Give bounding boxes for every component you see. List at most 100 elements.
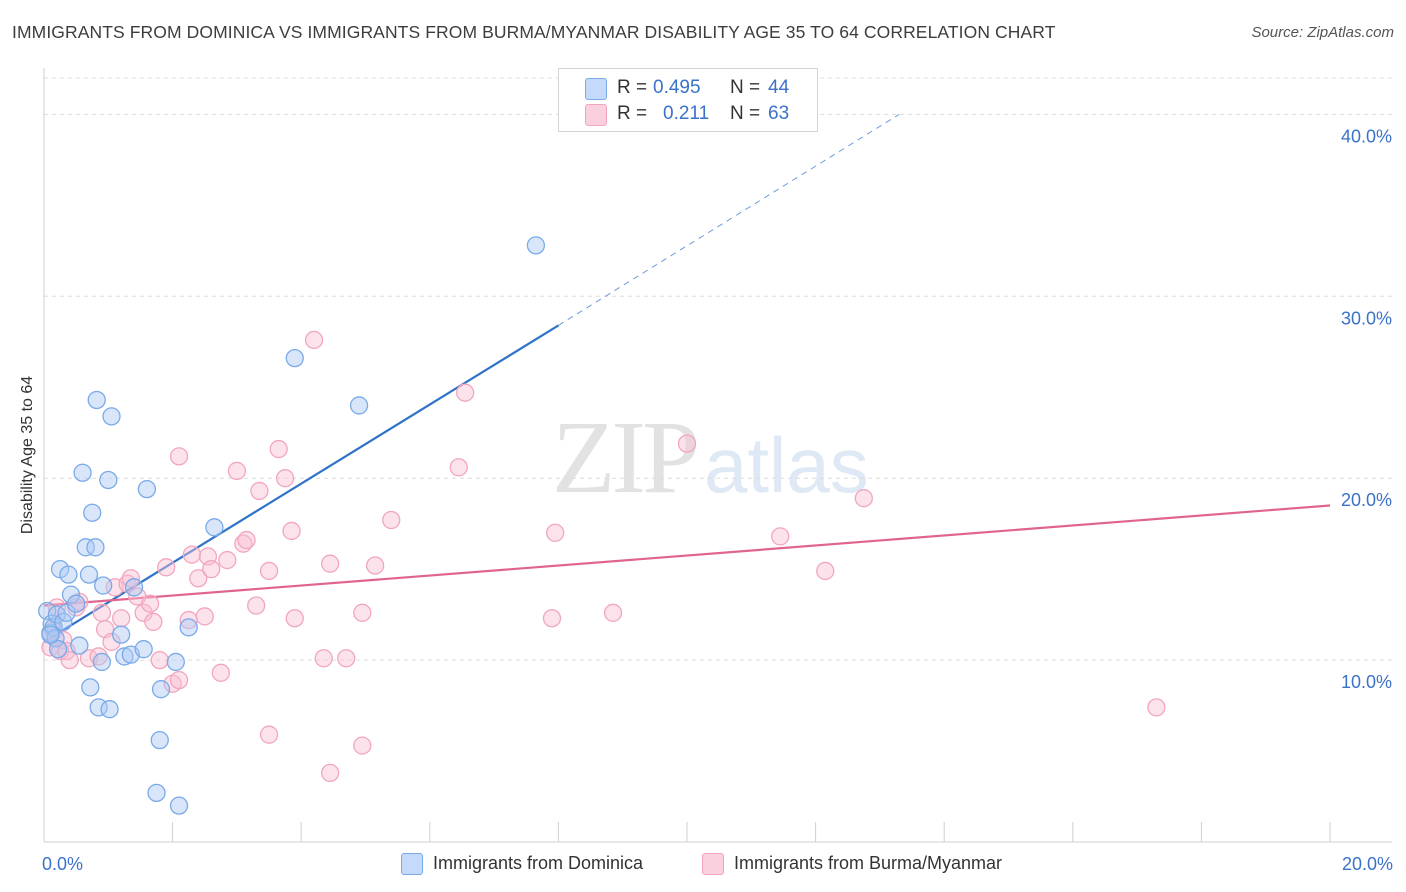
point-burma bbox=[816, 561, 835, 581]
point-burma bbox=[320, 554, 340, 573]
point-dominica bbox=[94, 576, 113, 595]
legend-n-label: N = bbox=[730, 77, 761, 98]
point-dominica bbox=[83, 503, 102, 522]
point-dominica bbox=[137, 479, 157, 499]
bottom-legend-label-burma: Immigrants from Burma/Myanmar bbox=[734, 853, 1003, 873]
point-burma bbox=[92, 603, 112, 622]
point-burma bbox=[854, 489, 873, 508]
x-tick-labels: 0.0% 20.0% bbox=[42, 854, 1393, 874]
point-dominica bbox=[349, 396, 369, 415]
x-tick-label: 0.0% bbox=[42, 854, 83, 874]
point-dominica bbox=[115, 647, 134, 666]
point-burma bbox=[157, 558, 176, 577]
point-burma bbox=[677, 434, 697, 453]
point-dominica bbox=[150, 730, 169, 750]
point-burma bbox=[1147, 698, 1166, 717]
point-dominica bbox=[61, 585, 81, 604]
point-burma bbox=[337, 649, 356, 668]
point-dominica bbox=[86, 538, 105, 557]
point-burma bbox=[382, 510, 401, 530]
point-dominica bbox=[87, 390, 106, 410]
point-dominica bbox=[48, 640, 68, 659]
point-dominica bbox=[67, 594, 86, 613]
point-dominica bbox=[124, 578, 144, 597]
y-tick-label: 30.0% bbox=[1341, 308, 1392, 328]
legend-r-label: R = bbox=[617, 103, 648, 124]
point-burma bbox=[169, 670, 189, 690]
point-burma bbox=[353, 603, 372, 622]
point-dominica bbox=[76, 538, 95, 557]
point-burma bbox=[285, 609, 304, 628]
point-burma bbox=[546, 523, 565, 542]
point-burma bbox=[218, 550, 237, 570]
regression-line-0 bbox=[43, 324, 559, 643]
bottom-legend-swatch-burma bbox=[702, 853, 724, 875]
bottom-legend-label-dominica: Immigrants from Dominica bbox=[433, 853, 644, 873]
point-dominica bbox=[134, 640, 153, 659]
point-dominica bbox=[41, 625, 60, 644]
point-burma bbox=[182, 545, 202, 564]
y-tick-label: 10.0% bbox=[1341, 672, 1392, 692]
point-burma bbox=[195, 607, 214, 626]
point-dominica bbox=[179, 618, 198, 637]
point-dominica bbox=[169, 796, 189, 815]
point-burma bbox=[269, 439, 288, 459]
point-dominica bbox=[102, 407, 121, 426]
point-burma bbox=[603, 603, 623, 622]
point-burma bbox=[227, 461, 247, 481]
point-burma bbox=[247, 596, 266, 615]
point-dominica bbox=[59, 565, 78, 584]
point-dominica bbox=[73, 463, 92, 482]
point-burma bbox=[144, 612, 163, 632]
legend-r-value: 0.211 bbox=[663, 103, 710, 124]
point-burma bbox=[102, 632, 121, 652]
point-dominica bbox=[100, 700, 119, 719]
point-burma bbox=[275, 469, 295, 488]
point-burma bbox=[449, 458, 468, 477]
legend-n-label: N = bbox=[730, 103, 761, 124]
point-burma bbox=[320, 763, 340, 783]
point-burma bbox=[211, 663, 230, 682]
point-burma bbox=[140, 594, 160, 613]
point-burma bbox=[202, 559, 221, 579]
point-burma bbox=[456, 383, 475, 402]
point-burma bbox=[169, 447, 189, 466]
legend-swatch-dominica bbox=[585, 78, 607, 100]
point-burma bbox=[112, 609, 131, 628]
point-dominica bbox=[57, 603, 76, 622]
point-burma bbox=[259, 725, 279, 744]
point-dominica bbox=[205, 518, 224, 537]
stats-legend: R = 0.495 N = 44 R = 0.211 N = 63 bbox=[558, 68, 818, 132]
point-dominica bbox=[526, 236, 546, 255]
point-dominica bbox=[81, 678, 100, 697]
point-burma bbox=[282, 521, 301, 541]
point-dominica bbox=[70, 636, 89, 655]
point-burma bbox=[353, 736, 372, 755]
legend-r-value: 0.495 bbox=[653, 77, 701, 98]
legend-r-label: R = bbox=[617, 77, 648, 98]
chart-title: IMMIGRANTS FROM DOMINICA VS IMMIGRANTS F… bbox=[12, 22, 1056, 42]
point-burma bbox=[237, 530, 256, 550]
point-dominica bbox=[166, 652, 185, 672]
point-burma bbox=[150, 650, 169, 670]
point-burma bbox=[250, 481, 269, 501]
legend-n-value: 63 bbox=[768, 103, 790, 124]
regression-line-1 bbox=[43, 504, 1331, 607]
y-tick-label: 40.0% bbox=[1341, 126, 1392, 146]
point-burma bbox=[314, 649, 333, 668]
point-dominica bbox=[99, 470, 118, 490]
point-burma bbox=[304, 330, 324, 350]
point-burma bbox=[259, 561, 279, 581]
source-label: Source: ZipAtlas.com bbox=[1251, 24, 1394, 41]
x-tick-label: 20.0% bbox=[1342, 854, 1393, 874]
point-dominica bbox=[151, 680, 171, 699]
point-burma bbox=[89, 647, 108, 666]
regression-extension-0 bbox=[558, 113, 900, 326]
regression-lines bbox=[43, 113, 1331, 643]
point-burma bbox=[189, 569, 208, 588]
y-tick-labels: 10.0% 20.0% 30.0% 40.0% bbox=[1341, 126, 1392, 692]
bottom-legend-swatch-dominica bbox=[401, 853, 423, 875]
point-burma bbox=[134, 603, 153, 622]
point-dominica bbox=[112, 625, 131, 644]
